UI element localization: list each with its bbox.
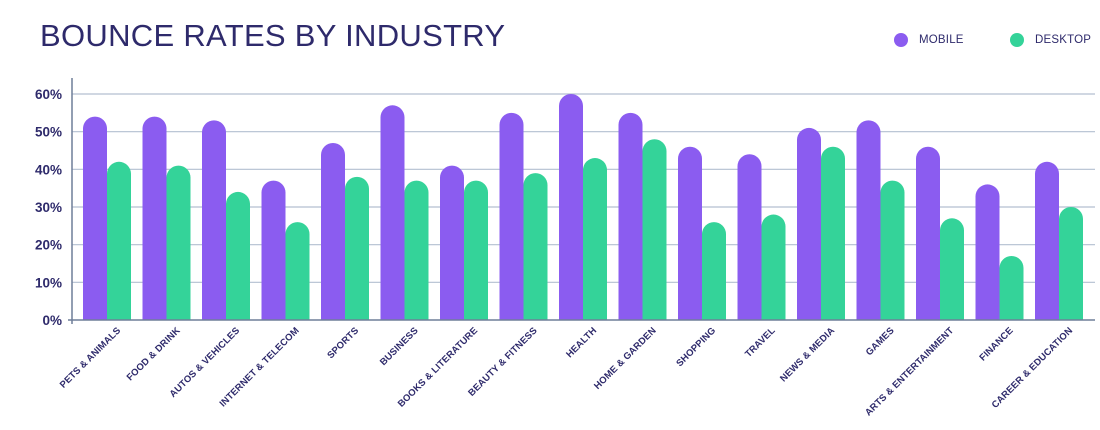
bar-desktop bbox=[583, 158, 607, 320]
x-tick-label: NEWS & MEDIA bbox=[778, 325, 837, 384]
bar-mobile bbox=[559, 94, 583, 320]
x-tick-label: GAMES bbox=[864, 325, 897, 358]
bar-mobile bbox=[797, 127, 821, 320]
bar-mobile bbox=[83, 116, 107, 320]
x-tick-label: FINANCE bbox=[977, 325, 1015, 363]
bar-desktop bbox=[642, 139, 667, 320]
x-tick-label: TRAVEL bbox=[743, 325, 778, 360]
bar-desktop bbox=[880, 180, 905, 320]
x-tick-label: SHOPPING bbox=[674, 325, 718, 369]
bar-mobile bbox=[916, 146, 940, 320]
x-tick-label: HEALTH bbox=[564, 325, 599, 360]
bar-desktop bbox=[345, 176, 369, 320]
bar-mobile bbox=[261, 180, 286, 320]
bar-desktop bbox=[702, 222, 726, 320]
bar-mobile bbox=[975, 184, 1000, 320]
bar-desktop bbox=[285, 222, 310, 320]
x-tick-label: FOOD & DRINK bbox=[125, 325, 183, 383]
y-tick-label: 20% bbox=[35, 238, 62, 253]
bar-mobile bbox=[380, 105, 405, 320]
y-tick-label: 50% bbox=[35, 125, 62, 140]
bars bbox=[83, 94, 1083, 320]
x-tick-label: PETS & ANIMALS bbox=[58, 325, 123, 390]
bar-desktop bbox=[523, 173, 548, 320]
bar-desktop bbox=[107, 161, 131, 320]
bar-mobile bbox=[618, 112, 643, 320]
bar-mobile bbox=[321, 142, 345, 320]
legend-swatch-desktop bbox=[1010, 33, 1024, 47]
bar-desktop bbox=[761, 214, 786, 320]
bar-mobile bbox=[499, 112, 524, 320]
bar-desktop bbox=[999, 255, 1024, 320]
bar-desktop bbox=[821, 146, 845, 320]
y-tick-label: 10% bbox=[35, 275, 62, 290]
bar-desktop bbox=[1059, 207, 1083, 320]
bar-mobile bbox=[678, 146, 702, 320]
legend-item-mobile: MOBILE bbox=[894, 33, 964, 47]
y-axis-ticks: 0% 10% 20% 30% 40% 50% 60% bbox=[35, 87, 62, 328]
legend-label-mobile: MOBILE bbox=[919, 34, 964, 46]
x-tick-label: SPORTS bbox=[325, 325, 361, 361]
y-tick-label: 60% bbox=[35, 87, 62, 102]
x-tick-label: BUSINESS bbox=[378, 325, 421, 368]
bar-desktop bbox=[166, 165, 191, 320]
bar-desktop bbox=[464, 180, 488, 320]
bar-mobile bbox=[737, 154, 762, 320]
legend-item-desktop: DESKTOP bbox=[1010, 33, 1091, 47]
legend-swatch-mobile bbox=[894, 33, 908, 47]
bar-mobile bbox=[1035, 161, 1059, 320]
y-tick-label: 30% bbox=[35, 200, 62, 215]
bar-desktop bbox=[404, 180, 429, 320]
bar-mobile bbox=[856, 120, 881, 320]
axes bbox=[68, 78, 1095, 324]
bar-mobile bbox=[202, 120, 226, 320]
legend-label-desktop: DESKTOP bbox=[1035, 34, 1092, 46]
y-tick-label: 0% bbox=[42, 313, 62, 328]
bar-desktop bbox=[940, 218, 964, 320]
legend: MOBILE DESKTOP bbox=[0, 33, 1100, 53]
bar-mobile bbox=[440, 165, 464, 320]
y-tick-label: 40% bbox=[35, 162, 62, 177]
bar-mobile bbox=[142, 116, 167, 320]
bar-desktop bbox=[226, 191, 250, 320]
x-tick-label: BEAUTY & FITNESS bbox=[466, 325, 539, 398]
x-tick-label: HOME & GARDEN bbox=[592, 325, 659, 392]
chart-title: BOUNCE RATES BY INDUSTRY bbox=[40, 18, 506, 53]
